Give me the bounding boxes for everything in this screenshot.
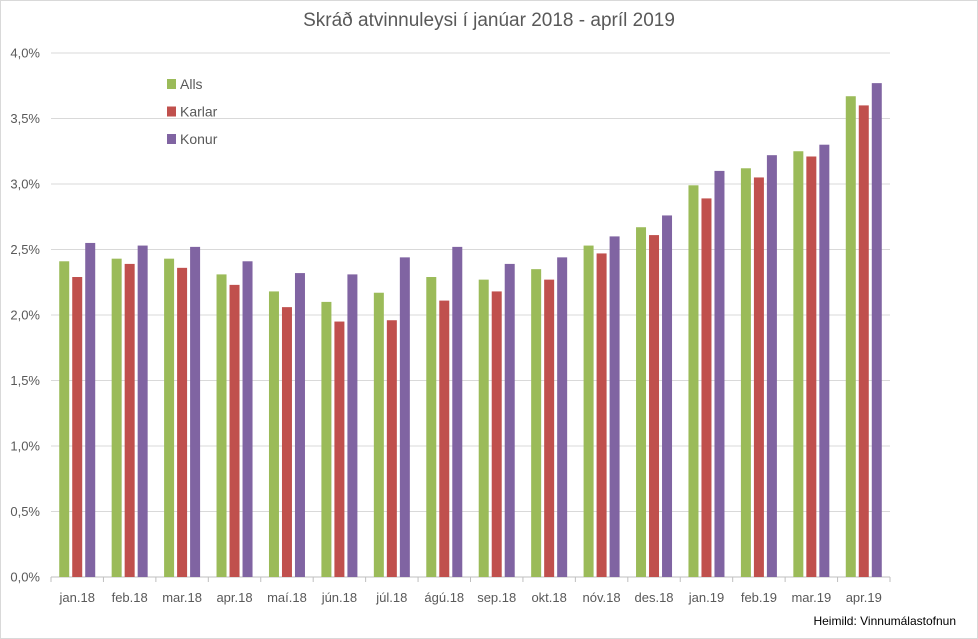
bar-alls <box>845 96 856 577</box>
x-tick-label: apr.19 <box>846 590 882 605</box>
bar-konur <box>294 273 305 577</box>
x-tick-label: mar.19 <box>791 590 831 605</box>
bar-konur <box>85 242 96 577</box>
bar-karlar <box>229 284 240 577</box>
y-tick-label: 0,0% <box>10 570 40 585</box>
x-tick-label: des.18 <box>635 590 674 605</box>
x-tick-label: maí.18 <box>267 590 307 605</box>
bar-karlar <box>124 263 135 577</box>
bar-konur <box>871 83 882 577</box>
bar-alls <box>531 269 542 577</box>
legend-label-alls: Alls <box>180 76 203 92</box>
bar-karlar <box>806 156 817 578</box>
bar-alls <box>583 245 594 577</box>
bar-alls <box>373 292 384 577</box>
source-note: Heimild: Vinnumálastofnun <box>813 614 956 628</box>
bar-konur <box>766 155 777 577</box>
bar-konur <box>347 274 358 577</box>
chart-title: Skráð atvinnuleysi í janúar 2018 - apríl… <box>303 10 675 31</box>
y-tick-label: 1,0% <box>10 439 40 454</box>
legend-swatch-konur <box>167 134 176 144</box>
x-tick-label: nóv.18 <box>583 590 621 605</box>
bar-karlar <box>281 307 292 577</box>
bar-karlar <box>334 321 345 577</box>
legend-swatch-alls <box>167 79 176 89</box>
bar-konur <box>662 215 673 577</box>
x-tick-label: feb.19 <box>741 590 777 605</box>
legend-label-karlar: Karlar <box>180 104 218 120</box>
bar-karlar <box>701 198 712 577</box>
bar-karlar <box>649 235 660 577</box>
bar-konur <box>819 144 830 577</box>
y-tick-label: 0,5% <box>10 504 40 519</box>
bar-alls <box>59 261 70 577</box>
bar-alls <box>478 279 489 577</box>
bar-karlar <box>753 177 764 577</box>
bar-alls <box>426 277 437 577</box>
bar-konur <box>242 261 253 577</box>
bar-karlar <box>858 105 869 578</box>
y-tick-label: 2,0% <box>10 308 40 323</box>
bar-karlar <box>177 267 188 577</box>
x-tick-label: júl.18 <box>375 590 407 605</box>
bar-konur <box>190 246 201 577</box>
y-tick-label: 3,0% <box>10 177 40 192</box>
y-tick-label: 2,5% <box>10 242 40 257</box>
bar-konur <box>452 246 463 577</box>
bar-alls <box>216 274 227 577</box>
legend-label-konur: Konur <box>180 131 218 147</box>
bar-alls <box>111 258 122 577</box>
bar-karlar <box>596 253 607 577</box>
x-tick-label: okt.18 <box>531 590 566 605</box>
x-tick-label: feb.18 <box>112 590 148 605</box>
x-tick-label: ágú.18 <box>424 590 464 605</box>
x-tick-label: apr.18 <box>216 590 252 605</box>
bar-konur <box>137 245 148 577</box>
bar-konur <box>504 263 515 577</box>
bar-konur <box>714 170 725 577</box>
bar-karlar <box>544 279 555 577</box>
bar-alls <box>164 258 175 577</box>
bar-alls <box>688 185 699 577</box>
bar-konur <box>557 257 568 577</box>
x-tick-label: jan.18 <box>59 590 95 605</box>
bar-karlar <box>439 300 450 577</box>
x-tick-label: jún.18 <box>321 590 357 605</box>
y-tick-label: 3,5% <box>10 111 40 126</box>
bar-karlar <box>72 277 83 577</box>
x-tick-label: sep.18 <box>477 590 516 605</box>
y-tick-label: 1,5% <box>10 373 40 388</box>
bar-alls <box>268 291 279 577</box>
bar-alls <box>321 301 332 577</box>
bar-konur <box>399 257 410 577</box>
bar-alls <box>793 151 804 577</box>
legend-swatch-karlar <box>167 106 176 117</box>
x-tick-label: mar.18 <box>162 590 202 605</box>
bar-alls <box>740 168 751 577</box>
bar-karlar <box>491 291 502 577</box>
bar-alls <box>636 227 647 578</box>
bar-konur <box>609 236 620 577</box>
y-tick-label: 4,0% <box>10 46 40 61</box>
x-tick-label: jan.19 <box>688 590 724 605</box>
bar-karlar <box>386 320 397 577</box>
